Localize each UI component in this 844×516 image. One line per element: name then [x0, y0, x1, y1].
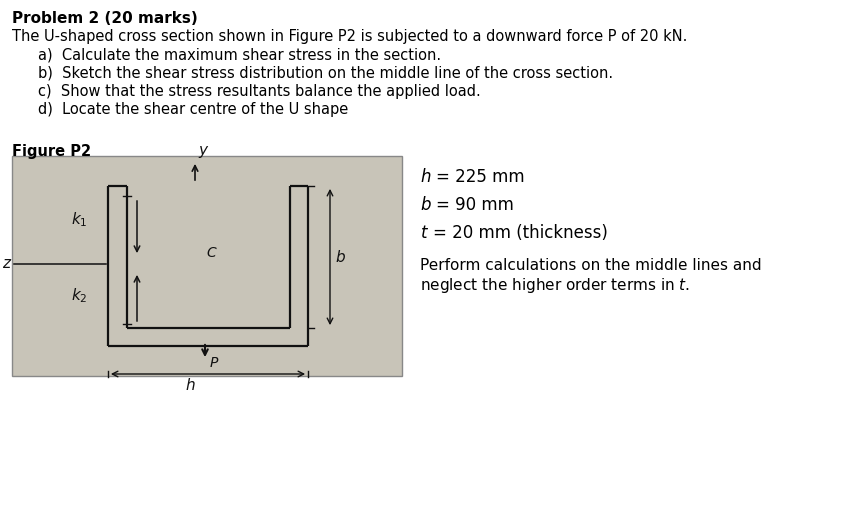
- Text: P: P: [210, 356, 219, 370]
- Text: C: C: [207, 246, 217, 260]
- Text: neglect the higher order terms in $\mathit{t}$.: neglect the higher order terms in $\math…: [420, 276, 690, 295]
- Text: $\mathit{h}$: $\mathit{h}$: [185, 377, 195, 393]
- Text: b)  Sketch the shear stress distribution on the middle line of the cross section: b) Sketch the shear stress distribution …: [38, 66, 613, 81]
- Bar: [12, 156, 402, 376]
- Text: = 20 mm (thickness): = 20 mm (thickness): [433, 224, 608, 242]
- Text: d)  Locate the shear centre of the U shape: d) Locate the shear centre of the U shap…: [38, 102, 349, 117]
- Text: Perform calculations on the middle lines and: Perform calculations on the middle lines…: [420, 258, 761, 273]
- Text: The U-shaped cross section shown in Figure P2 is subjected to a downward force P: The U-shaped cross section shown in Figu…: [12, 29, 687, 44]
- Text: z: z: [2, 256, 10, 271]
- Text: c)  Show that the stress resultants balance the applied load.: c) Show that the stress resultants balan…: [38, 84, 481, 99]
- Text: y: y: [198, 143, 207, 158]
- Text: $\mathit{b}$: $\mathit{b}$: [420, 196, 432, 214]
- Text: $\mathit{h}$: $\mathit{h}$: [420, 168, 431, 186]
- Text: $\mathit{b}$: $\mathit{b}$: [335, 249, 346, 265]
- Text: Problem 2 (20 marks): Problem 2 (20 marks): [12, 11, 197, 26]
- Text: $\mathit{t}$: $\mathit{t}$: [420, 224, 429, 242]
- Text: $\mathit{k}_2$: $\mathit{k}_2$: [72, 287, 88, 305]
- Text: = 90 mm: = 90 mm: [436, 196, 514, 214]
- Text: a)  Calculate the maximum shear stress in the section.: a) Calculate the maximum shear stress in…: [38, 48, 441, 63]
- Text: = 225 mm: = 225 mm: [436, 168, 525, 186]
- Text: Figure P2: Figure P2: [12, 144, 91, 159]
- Text: $\mathit{k}_1$: $\mathit{k}_1$: [72, 211, 88, 229]
